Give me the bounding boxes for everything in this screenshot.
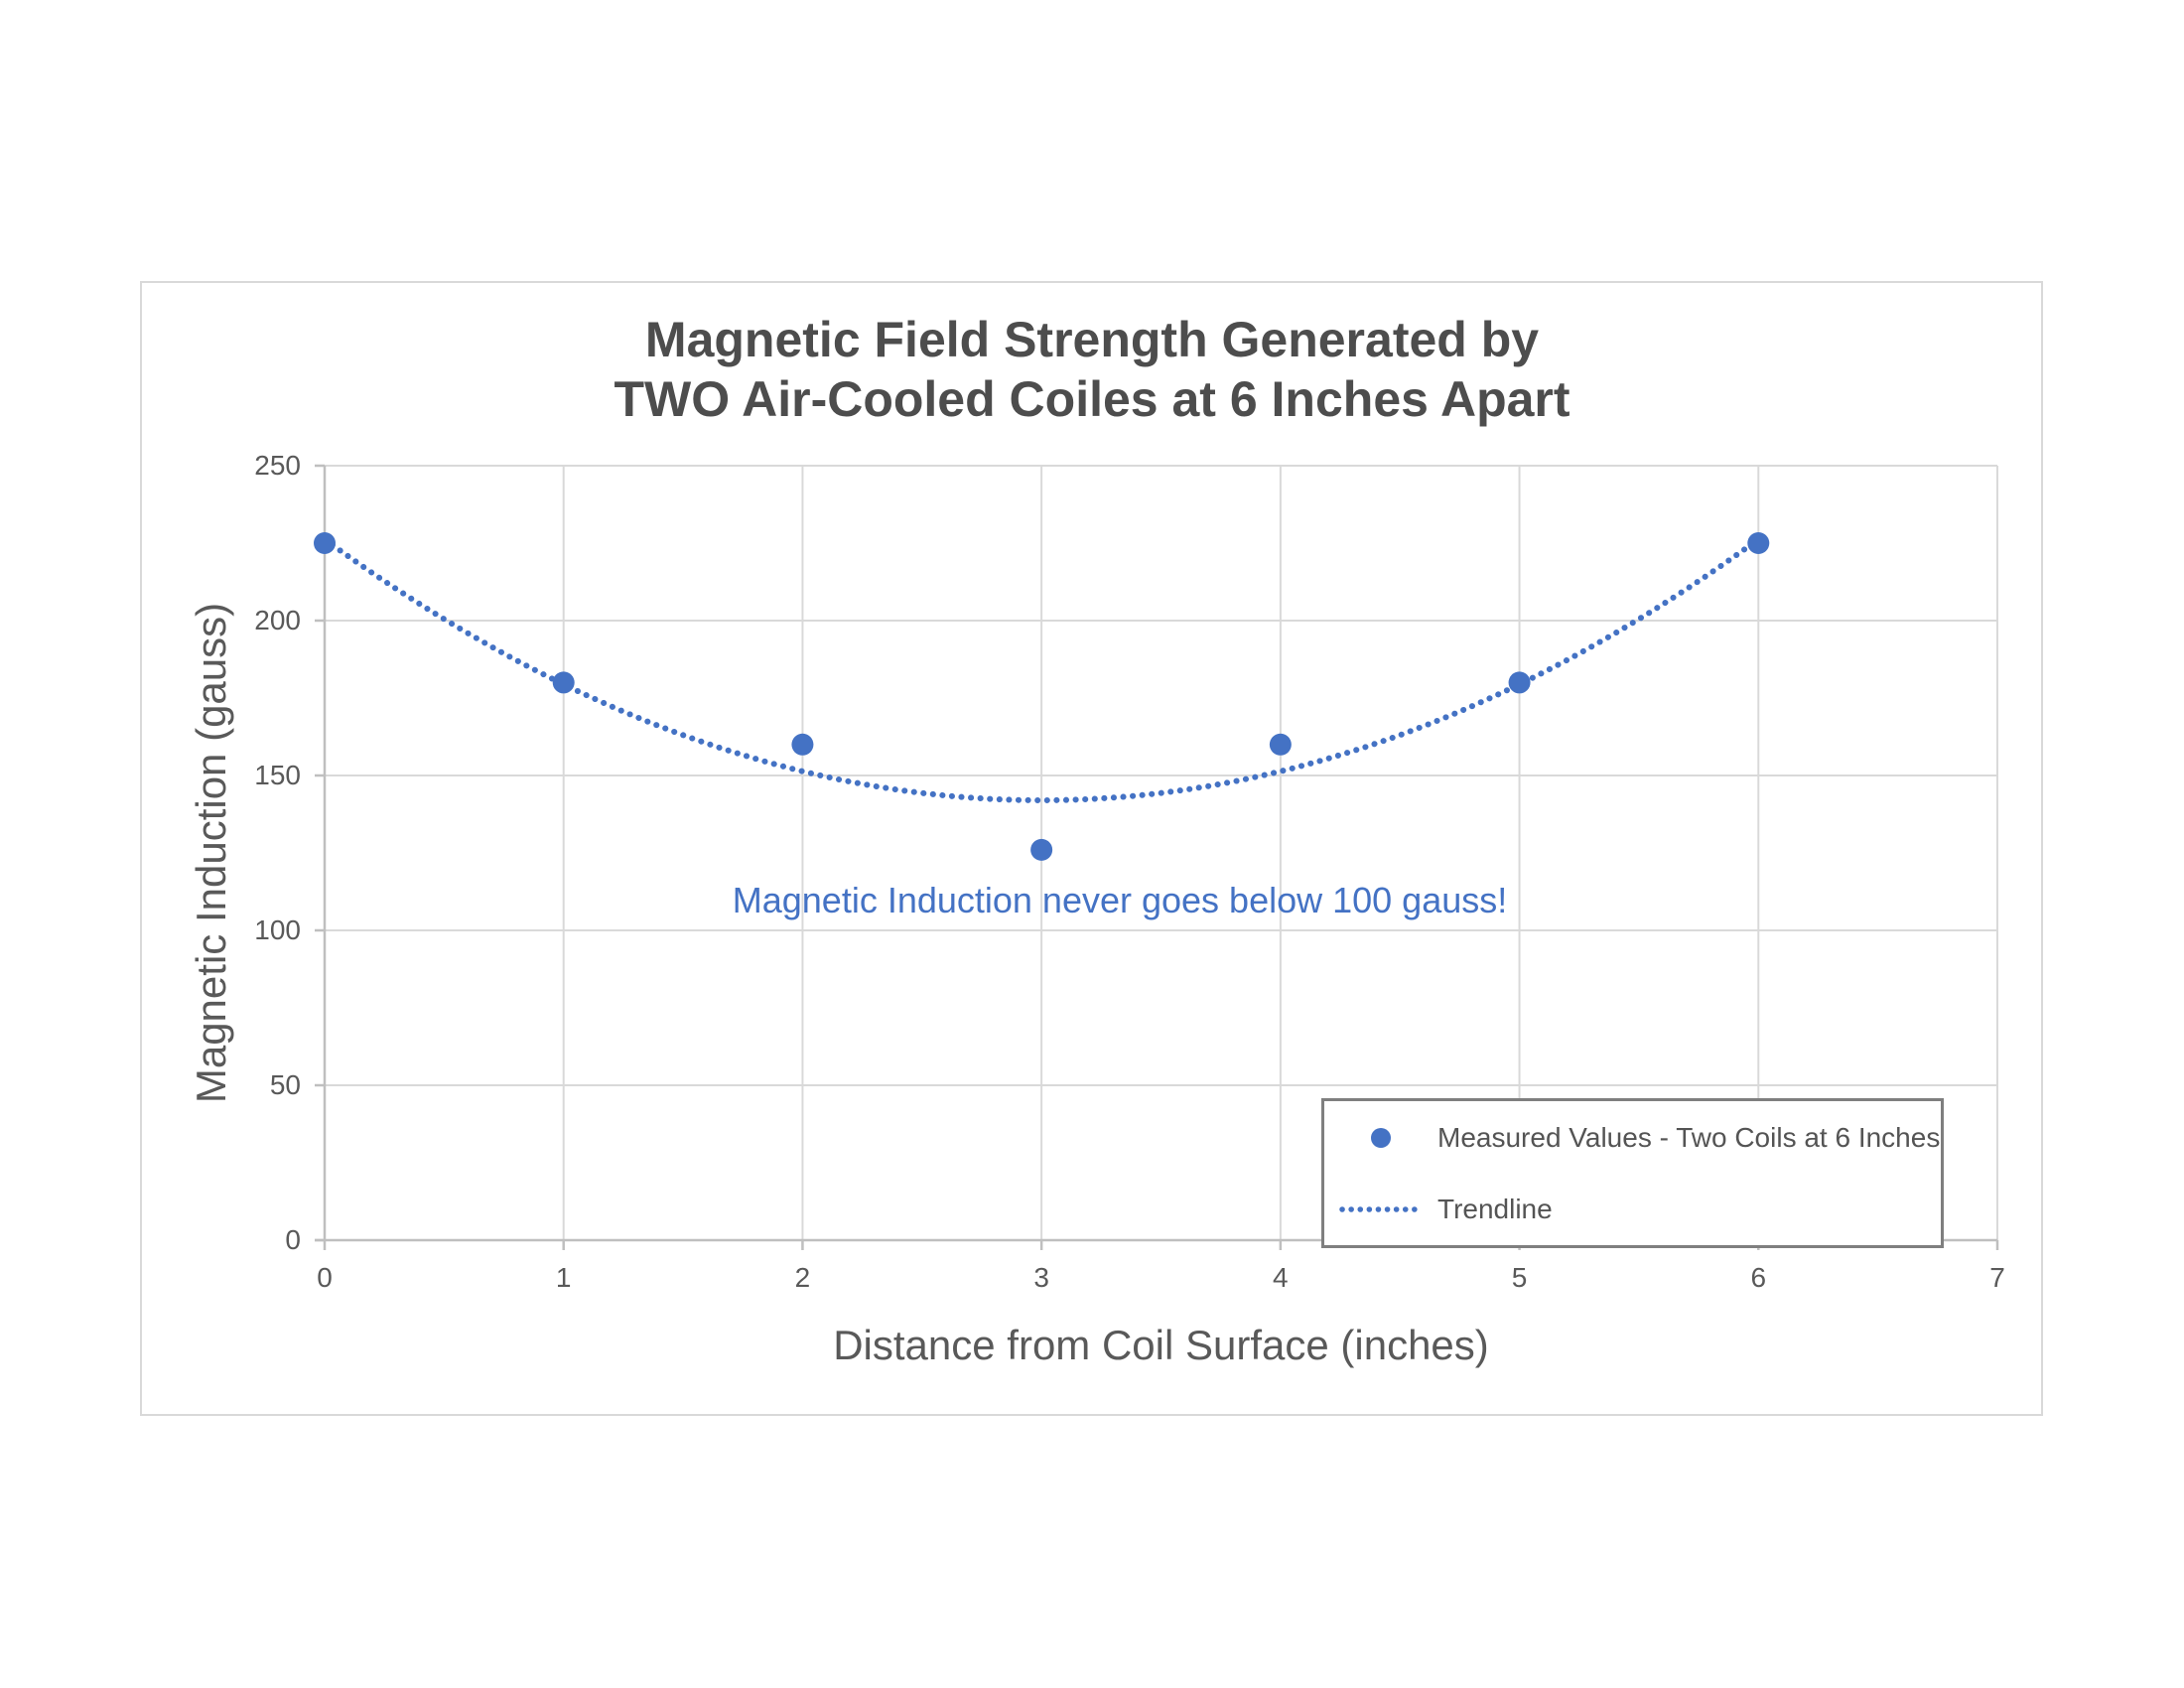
data-point: [1747, 532, 1770, 554]
x-tick-label: 3: [1033, 1262, 1049, 1293]
x-tick-label: 0: [317, 1262, 333, 1293]
x-tick-label: 2: [794, 1262, 811, 1293]
scatter-marker-icon: [1338, 1123, 1424, 1153]
x-tick-label: 1: [555, 1262, 572, 1293]
dotted-line-icon: [1338, 1195, 1424, 1224]
data-point: [791, 733, 814, 756]
y-tick-label: 100: [254, 914, 301, 945]
y-tick-label: 200: [254, 605, 301, 635]
legend-item-trendline: Trendline: [1338, 1174, 1941, 1245]
legend-label: Measured Values - Two Coils at 6 Inches: [1437, 1121, 1941, 1153]
x-tick-label: 5: [1511, 1262, 1528, 1293]
legend-box[interactable]: Measured Values - Two Coils at 6 Inches …: [1321, 1098, 1944, 1248]
y-axis-title: Magnetic Induction (gauss): [188, 602, 234, 1104]
chart-title-line1: Magnetic Field Strength Generated by: [644, 312, 1540, 367]
y-tick-label: 150: [254, 760, 301, 790]
y-tick-label: 0: [285, 1224, 301, 1255]
data-point: [1030, 838, 1053, 861]
legend-label: Trendline: [1437, 1193, 1553, 1224]
y-tick-label: 250: [254, 450, 301, 481]
data-point: [314, 532, 336, 554]
chart-annotation: Magnetic Induction never goes below 100 …: [732, 880, 1508, 920]
data-point: [1508, 671, 1531, 694]
y-tick-label: 50: [269, 1069, 301, 1100]
chart-title-line2: TWO Air-Cooled Coiles at 6 Inches Apart: [614, 371, 1570, 427]
x-tick-label: 6: [1750, 1262, 1767, 1293]
legend-item-measured-values: Measured Values - Two Coils at 6 Inches: [1338, 1102, 1941, 1174]
data-point: [1269, 733, 1292, 756]
chart-title: Magnetic Field Strength Generated by TWO…: [149, 310, 2035, 429]
x-axis-title: Distance from Coil Surface (inches): [833, 1322, 1489, 1368]
x-tick-label: 7: [1989, 1262, 2005, 1293]
data-point: [552, 671, 575, 694]
x-tick-label: 4: [1273, 1262, 1289, 1293]
